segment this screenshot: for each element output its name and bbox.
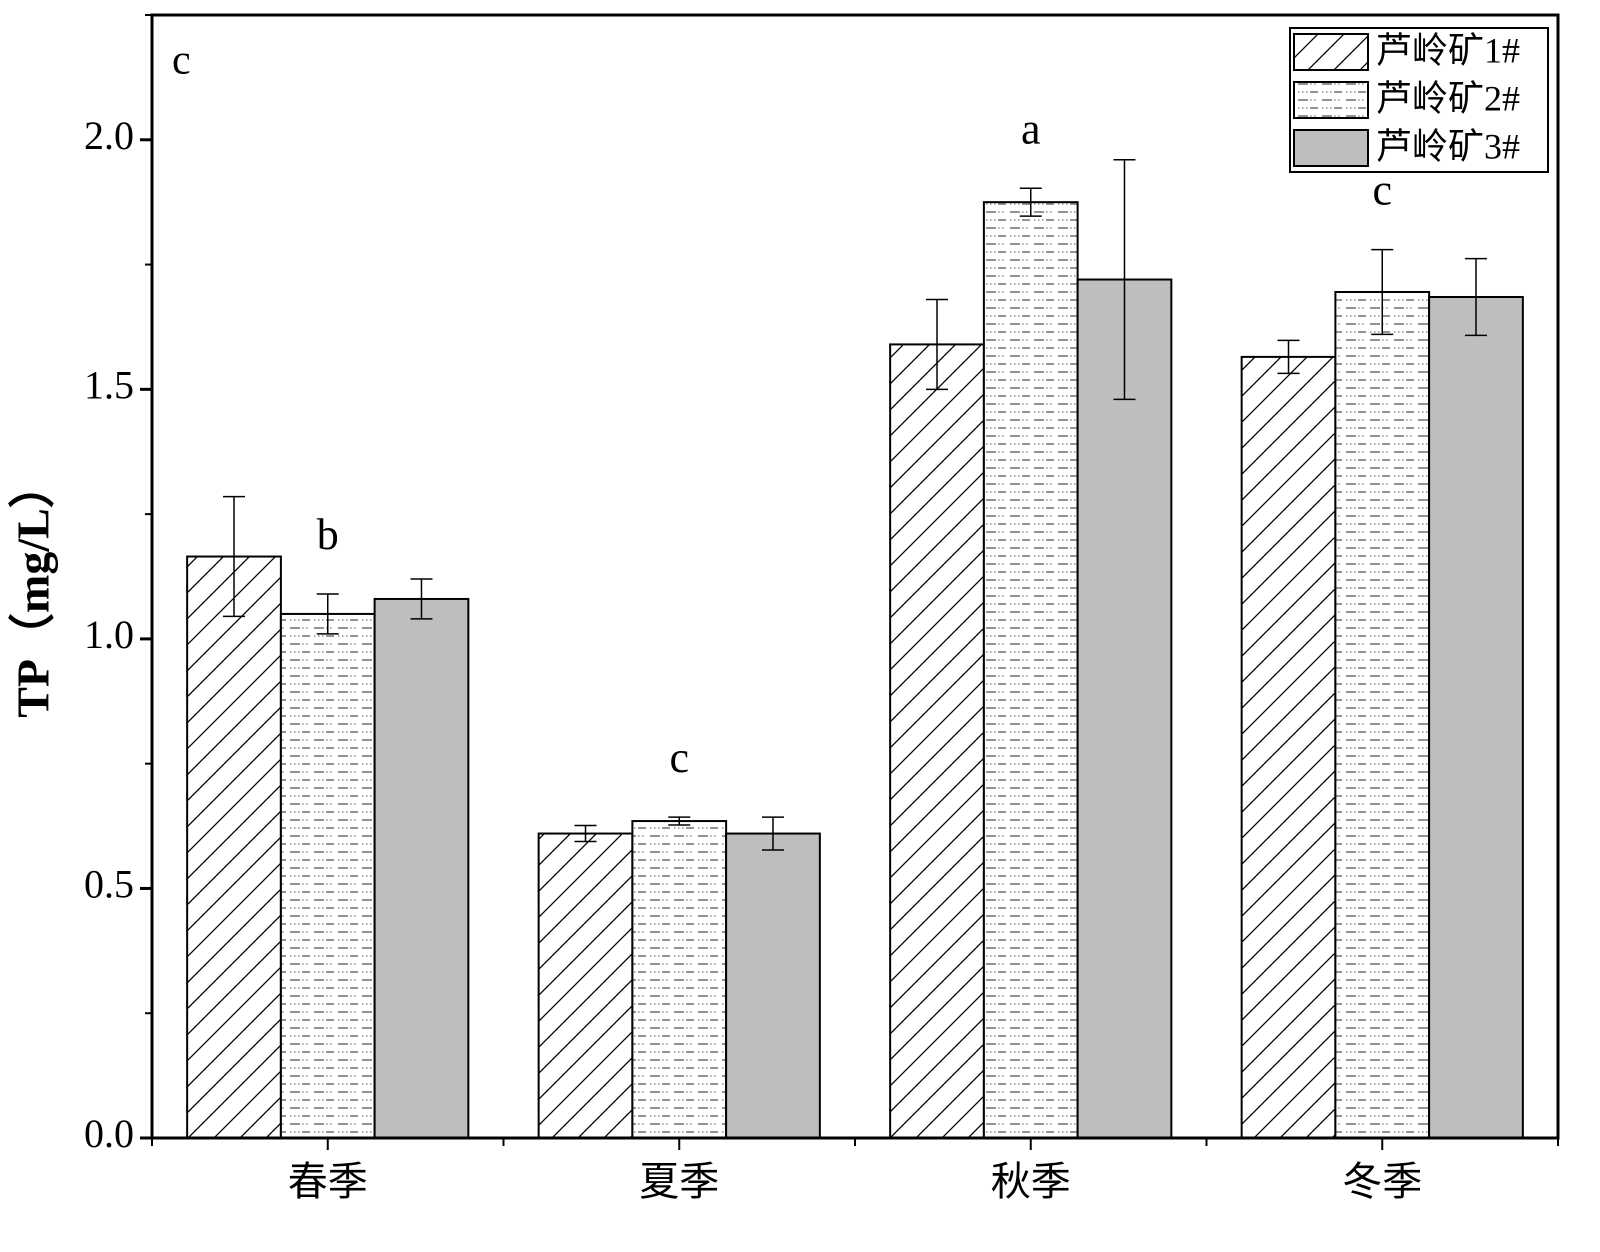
bar	[1076, 278, 1173, 1140]
panel-label: c	[172, 38, 191, 84]
x-tick-label: 冬季	[1342, 1159, 1422, 1204]
y-tick-label: 1.5	[84, 363, 134, 408]
x-tick-label: 夏季	[639, 1159, 719, 1204]
error-bar	[668, 816, 691, 826]
error-bar	[1113, 158, 1136, 401]
bar	[725, 832, 821, 1139]
bar	[537, 832, 634, 1139]
error-bar	[410, 578, 433, 620]
x-tick-label: 秋季	[991, 1159, 1071, 1204]
bar	[889, 343, 985, 1139]
legend-swatch	[1293, 129, 1369, 167]
error-bar	[1371, 248, 1394, 336]
group-label: b	[317, 510, 339, 559]
y-axis-title: TP（mg/L）	[8, 462, 59, 718]
legend-swatch	[1293, 81, 1369, 119]
error-bar	[1464, 257, 1487, 337]
error-bar	[574, 824, 597, 843]
group-label: a	[1021, 104, 1041, 153]
error-bar	[926, 298, 949, 391]
plot-frame	[150, 13, 1560, 1140]
error-bar	[316, 593, 339, 635]
bar	[1240, 355, 1337, 1139]
bar	[1428, 295, 1524, 1139]
legend-label: 芦岭矿2#	[1376, 78, 1520, 118]
bar	[279, 612, 376, 1139]
group-label: c	[669, 733, 689, 782]
bar	[186, 555, 282, 1139]
error-bar	[223, 495, 246, 618]
bar	[1334, 291, 1431, 1139]
legend-label: 芦岭矿1#	[1376, 30, 1520, 70]
y-tick-label: 0.0	[84, 1111, 134, 1156]
legend-label: 芦岭矿3#	[1376, 126, 1520, 166]
bar	[373, 597, 470, 1139]
y-tick-label: 0.5	[84, 862, 134, 907]
bar	[982, 201, 1079, 1139]
x-tick-label: 春季	[288, 1159, 368, 1204]
error-bar	[761, 816, 784, 851]
error-bar	[1019, 187, 1042, 217]
error-bar	[1277, 339, 1300, 375]
bar	[631, 820, 728, 1139]
legend-swatch	[1293, 33, 1369, 71]
y-tick-label: 1.0	[84, 612, 134, 657]
y-tick-label: 2.0	[84, 113, 134, 158]
group-label: c	[1372, 166, 1392, 215]
